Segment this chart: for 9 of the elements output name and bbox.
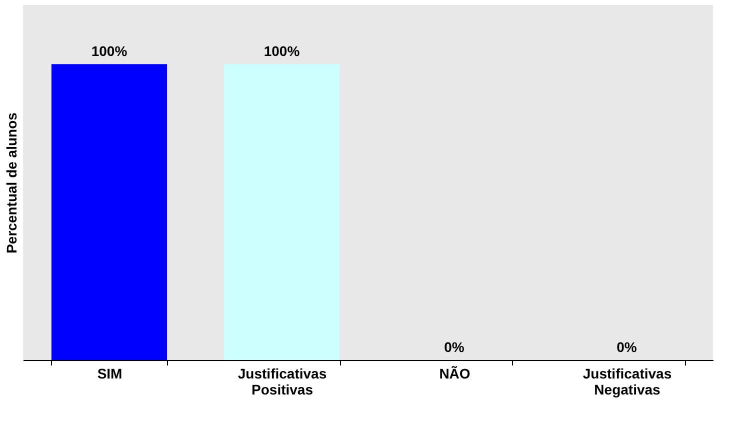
data-label: 100% [264,43,300,60]
x-tick-label: Justificativas Negativas [582,366,672,398]
data-label: 100% [91,43,128,60]
data-label: 0% [616,339,638,355]
data-label: 0% [444,339,465,355]
y-axis-title: Percentual de alunos [4,112,20,254]
x-tick-label: SIM [97,366,122,382]
x-tick-label: Justificativas Positivas [238,366,327,398]
x-tick-label: NÃO [439,366,470,382]
